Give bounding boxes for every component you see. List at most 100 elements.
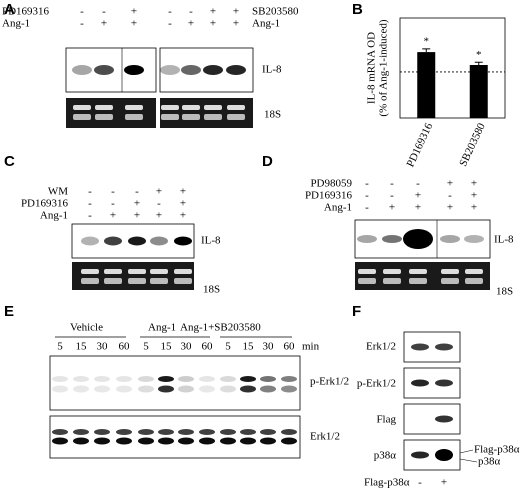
sign: - <box>416 178 420 190</box>
band <box>281 376 297 382</box>
panel-label: E <box>4 303 14 320</box>
group-label: Vehicle <box>70 322 103 334</box>
sign: + <box>415 190 421 202</box>
sign: + <box>110 210 116 222</box>
sign: - <box>189 6 193 18</box>
row-label: WM <box>48 186 68 198</box>
band-label: Erk1/2 <box>310 431 340 443</box>
sign: - <box>365 202 369 214</box>
band <box>260 376 276 382</box>
band <box>81 236 99 246</box>
group-label: Ang-1+SB203580 <box>180 322 261 334</box>
gel-band <box>383 278 401 284</box>
band <box>52 429 68 435</box>
gel-band <box>182 105 200 110</box>
sign: + <box>415 202 421 214</box>
panel-label: C <box>4 153 15 170</box>
arrow <box>459 449 474 454</box>
sign: + <box>210 6 216 18</box>
band <box>124 65 144 75</box>
band <box>158 429 174 435</box>
gel-band <box>204 105 222 110</box>
band-label: IL-8 <box>201 235 221 247</box>
time-label: 30 <box>263 341 275 353</box>
row-label: PD169316 <box>305 190 353 202</box>
band <box>464 235 484 243</box>
gel-band <box>125 114 143 120</box>
band <box>52 437 68 445</box>
sign: + <box>447 202 453 214</box>
y-axis-label: (% of Ang-1-induced) <box>378 19 390 116</box>
time-label: 5 <box>225 341 231 353</box>
band <box>199 376 215 382</box>
gel-band <box>358 278 376 284</box>
band <box>260 429 276 435</box>
gel-band <box>128 269 146 274</box>
band <box>73 376 89 382</box>
sign: + <box>188 18 194 30</box>
row-label: Ang-1 <box>252 18 280 30</box>
y-axis-label: IL-8 mRNA OD <box>366 32 378 104</box>
gel-band <box>104 278 122 284</box>
time-label: 5 <box>57 341 63 353</box>
sign: + <box>180 198 186 210</box>
band <box>240 376 256 382</box>
band-arrow-label: p38α <box>478 456 501 468</box>
band <box>116 437 132 445</box>
sign: - <box>365 190 369 202</box>
sign: + <box>389 202 395 214</box>
sign: + <box>134 210 140 222</box>
band <box>158 437 174 445</box>
band <box>138 429 154 435</box>
group-label: Ang-1 <box>148 322 176 334</box>
sign: - <box>80 18 84 30</box>
gel-band <box>73 105 91 110</box>
sign: - <box>157 198 161 210</box>
gel <box>160 98 253 128</box>
significance: * <box>476 49 482 61</box>
row-label: PD169316 <box>2 6 50 18</box>
band <box>104 236 122 246</box>
row-label: Ang-1 <box>40 210 68 222</box>
unit-label: min <box>302 341 320 353</box>
panel-label: A <box>4 1 15 18</box>
band <box>116 385 132 393</box>
band <box>203 65 223 75</box>
band <box>411 379 429 387</box>
gel-band <box>358 269 376 274</box>
band <box>260 437 276 445</box>
band <box>116 429 132 435</box>
bar <box>417 52 436 119</box>
band <box>411 343 429 351</box>
row-label: PD98059 <box>310 178 352 190</box>
band <box>52 385 68 393</box>
panel-label: B <box>352 1 363 18</box>
row-label: Ang-1 <box>324 202 352 214</box>
sign: - <box>135 186 139 198</box>
band <box>220 376 236 382</box>
gel-band <box>227 114 245 120</box>
band <box>435 415 453 423</box>
band <box>138 376 154 382</box>
time-label: 15 <box>243 341 255 353</box>
band <box>94 376 110 382</box>
gel-band <box>128 278 146 284</box>
sign: - <box>80 6 84 18</box>
gel-band <box>441 269 459 274</box>
time-label: 15 <box>161 341 173 353</box>
sign: + <box>471 190 477 202</box>
time-label: 15 <box>76 341 88 353</box>
sign: + <box>131 6 137 18</box>
band <box>382 235 402 243</box>
gel-band <box>104 269 122 274</box>
gel-band <box>383 269 401 274</box>
sign: + <box>447 178 453 190</box>
time-label: 60 <box>119 341 131 353</box>
gel-band <box>73 114 91 120</box>
gel-band <box>81 278 99 284</box>
band <box>94 429 110 435</box>
time-label: 60 <box>202 341 214 353</box>
band-label: p-Erk1/2 <box>310 376 349 388</box>
band-label: p38α <box>374 450 397 462</box>
sign: + <box>156 186 162 198</box>
